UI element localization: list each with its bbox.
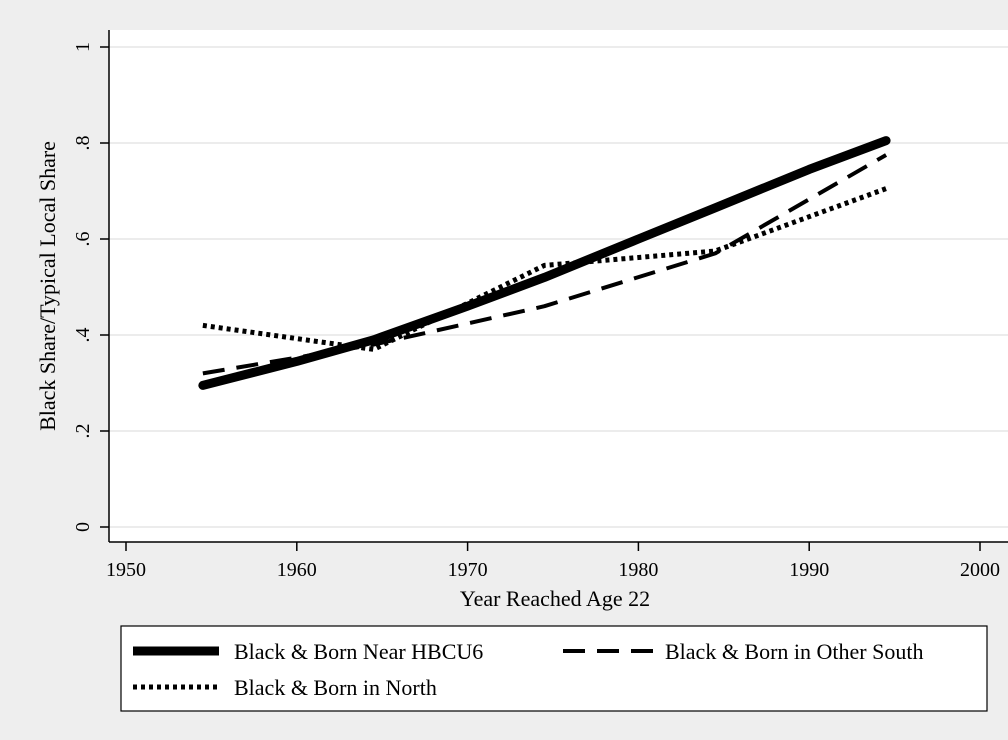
y-tick-label: 1 — [72, 42, 94, 52]
x-tick-label: 1990 — [789, 559, 829, 581]
x-axis-ticks: 1950 1960 1970 1980 1990 2000 — [106, 542, 1000, 581]
series-line-2 — [202, 153, 888, 376]
y-tick-label: .2 — [72, 424, 94, 439]
legend-box — [120, 625, 988, 712]
series-lines — [198, 136, 891, 390]
x-tick-label: 1980 — [618, 559, 658, 581]
y-axis-ticks: 0 .2 .4 .6 .8 1 — [72, 42, 109, 532]
x-tick-label: 1970 — [448, 559, 488, 581]
y-axis-title: Black Share/Typical Local Share — [35, 141, 60, 431]
legend-label-1: Black & Born Near HBCU6 — [234, 639, 483, 664]
plot-area — [109, 30, 1008, 542]
x-tick-label: 1950 — [106, 559, 146, 581]
y-tick-label: .8 — [72, 136, 94, 151]
legend-label-2: Black & Born in Other South — [665, 639, 923, 664]
y-tick-label: .6 — [72, 232, 94, 247]
x-tick-label: 1960 — [277, 559, 317, 581]
x-axis-title: Year Reached Age 22 — [460, 586, 650, 611]
y-tick-label: 0 — [72, 522, 94, 532]
legend: Black & Born Near HBCU6 Black & Born in O… — [133, 639, 923, 700]
legend-label-3: Black & Born in North — [234, 675, 437, 700]
series-line-3 — [202, 186, 887, 352]
x-tick-label: 2000 — [960, 559, 1000, 581]
y-tick-label: .4 — [72, 328, 94, 343]
